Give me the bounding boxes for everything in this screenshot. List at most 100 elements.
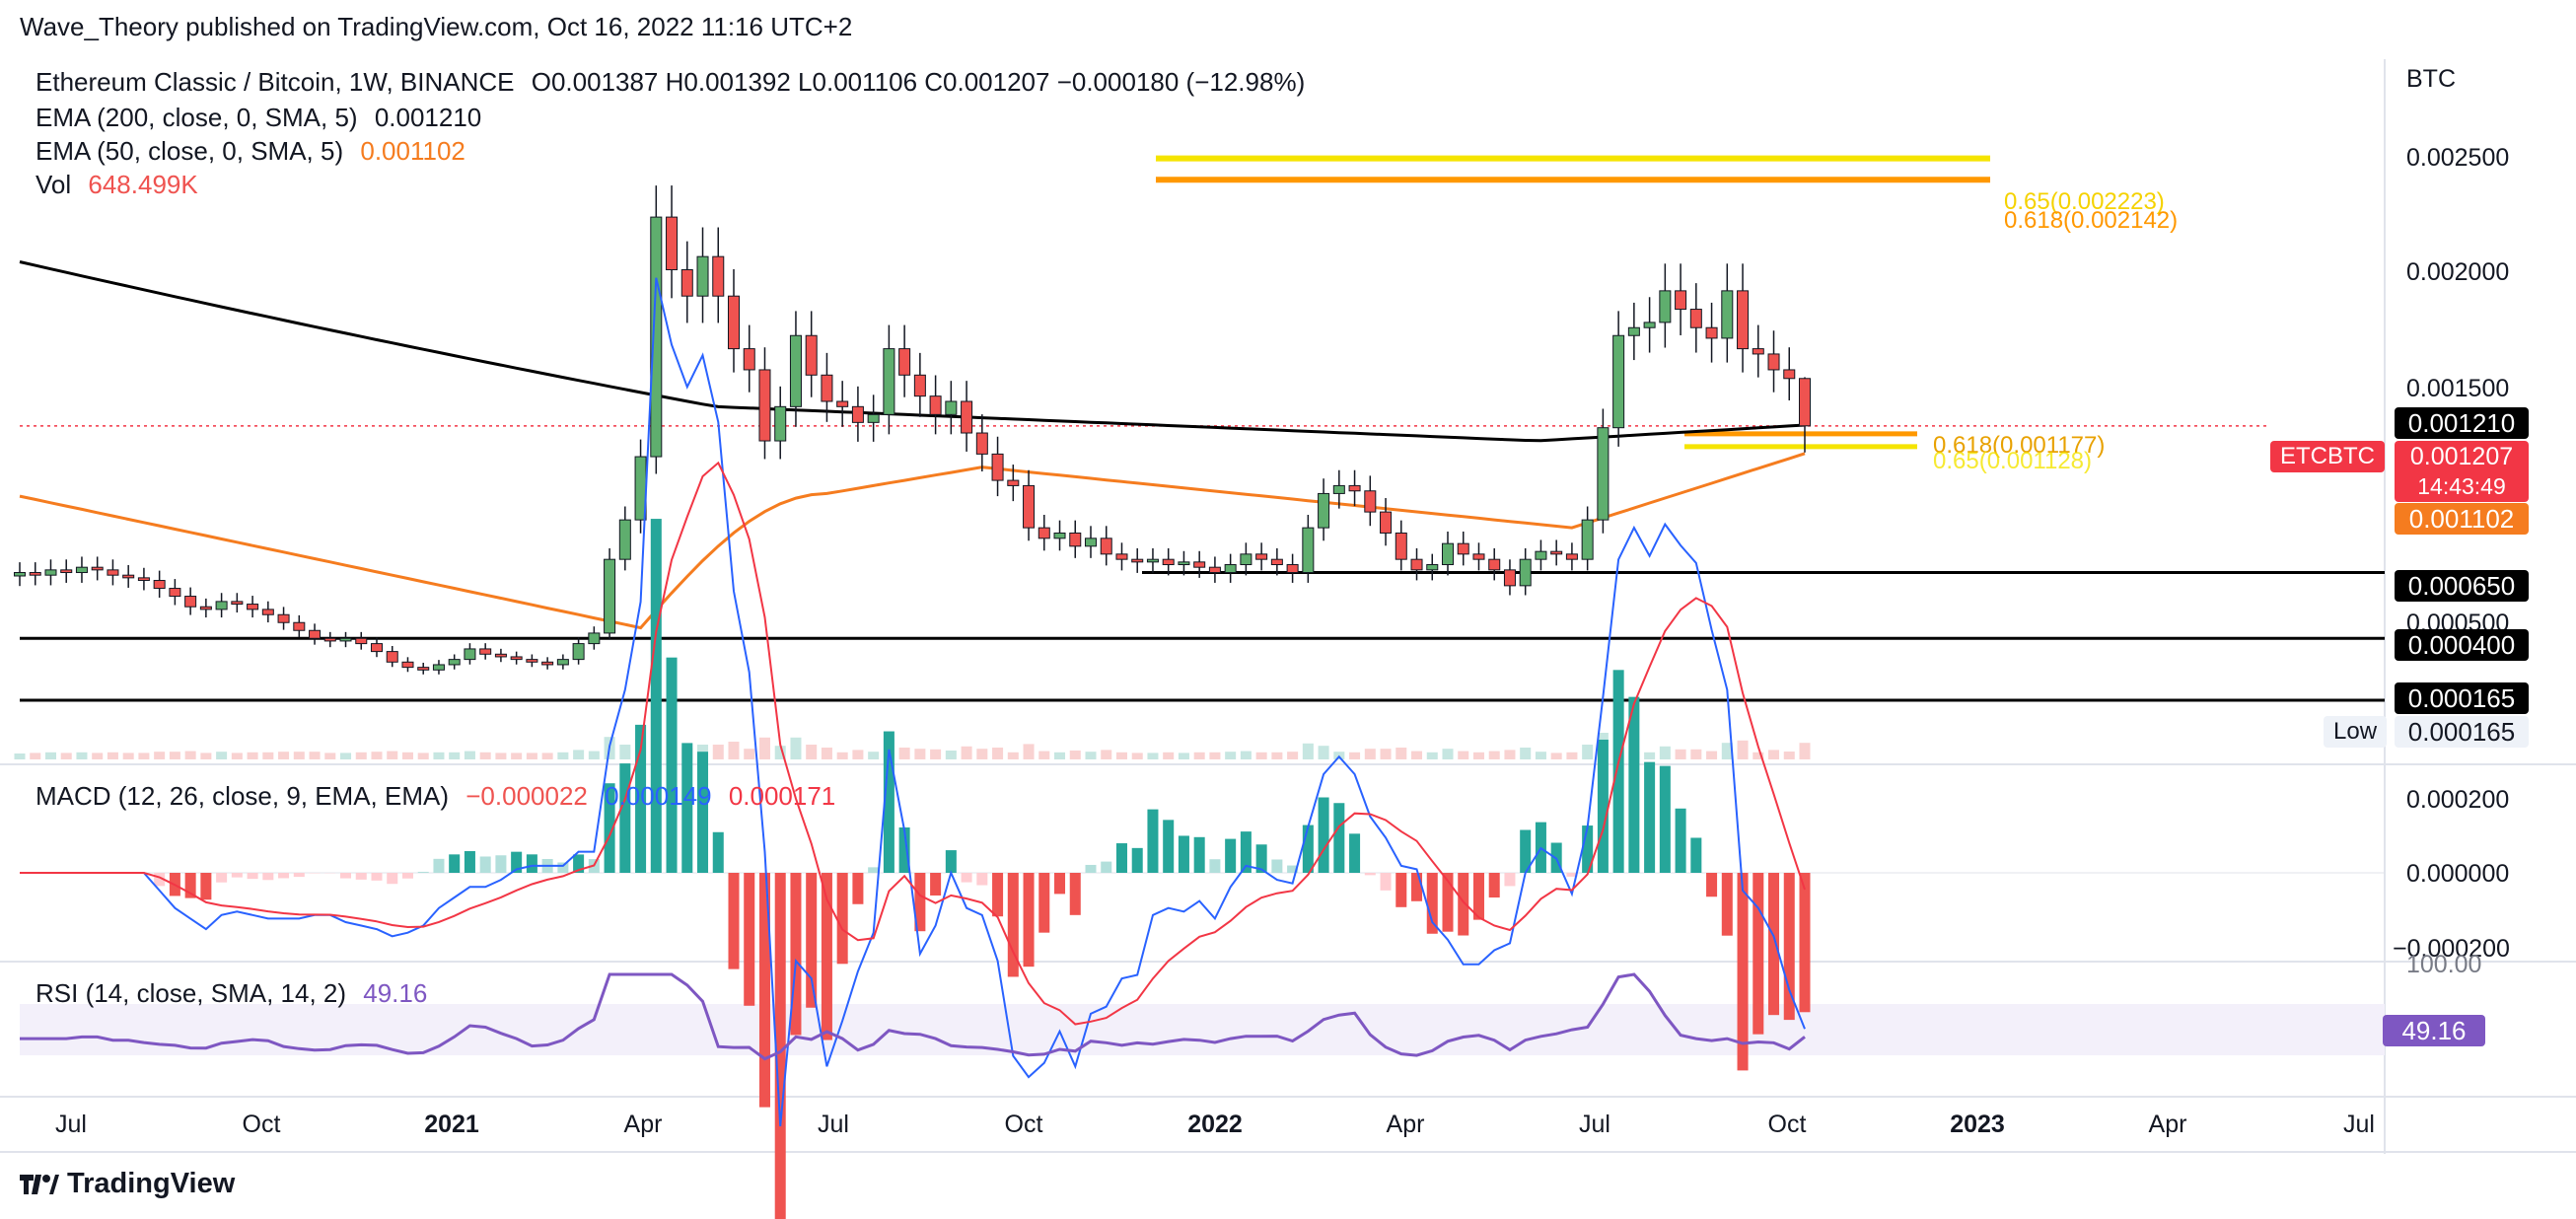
volume-bar: [1147, 753, 1159, 759]
time-tick: 2021: [424, 1111, 479, 1138]
macd-histogram-bar: [1411, 873, 1423, 901]
candle-body: [1240, 553, 1252, 566]
candle-body: [666, 216, 679, 271]
candle-body: [1597, 427, 1610, 521]
ema200-legend[interactable]: EMA (200, close, 0, SMA, 5) 0.001210: [36, 103, 481, 133]
symbol-legend[interactable]: Ethereum Classic / Bitcoin, 1W, BINANCE …: [36, 67, 1305, 98]
candle-body: [91, 566, 104, 571]
macd-histogram-bar: [1426, 873, 1438, 934]
macd-histogram-bar: [1520, 829, 1532, 873]
volume-bar: [992, 748, 1004, 759]
time-tick: Apr: [1386, 1111, 1425, 1138]
macd-legend[interactable]: MACD (12, 26, close, 9, EMA, EMA) −0.000…: [36, 781, 835, 812]
vol-legend[interactable]: Vol 648.499K: [36, 170, 198, 200]
volume-bar: [169, 752, 180, 759]
candle-body: [1565, 553, 1578, 560]
macd-histogram-bar: [1675, 808, 1686, 873]
volume-bar: [868, 752, 880, 759]
candle-body: [1535, 550, 1547, 560]
macd-histogram-bar: [433, 858, 445, 873]
candle-body: [1380, 511, 1393, 534]
symbol-name[interactable]: Ethereum Classic / Bitcoin, 1W, BINANCE: [36, 67, 515, 97]
rsi-legend[interactable]: RSI (14, close, SMA, 14, 2) 49.16: [36, 978, 427, 1009]
macd-histogram-bar: [1364, 873, 1376, 876]
volume-bar: [1101, 750, 1112, 759]
candle-body: [60, 569, 73, 574]
macd-histogram-bar: [1737, 873, 1749, 1071]
volume-bar: [1007, 752, 1019, 759]
candle-body: [464, 648, 476, 661]
ohlc-values: O0.001387 H0.001392 L0.001106 C0.001207 …: [531, 67, 1306, 97]
volume-bar: [945, 751, 957, 759]
ema200-legend-label: EMA (200, close, 0, SMA, 5): [36, 103, 358, 132]
time-tick: Jul: [2343, 1111, 2375, 1138]
candle-body: [1224, 564, 1237, 574]
volume-bar: [1178, 753, 1189, 759]
candle-body: [712, 255, 725, 297]
volume-bar: [573, 750, 585, 759]
macd-histogram-bar: [1706, 873, 1718, 897]
volume-bar: [216, 752, 228, 759]
bar-countdown: 14:43:49: [2417, 473, 2506, 499]
candle-body: [1689, 309, 1702, 328]
candle-body: [1302, 527, 1315, 574]
candle-body: [199, 606, 212, 610]
volume-bar: [76, 752, 88, 759]
candle-body: [1581, 519, 1594, 560]
candle-body: [851, 405, 864, 423]
price-tick: 0.002000: [2406, 258, 2510, 286]
volume-bar: [526, 753, 537, 759]
time-tick: 2022: [1187, 1111, 1243, 1138]
candle-body: [541, 661, 554, 666]
volume-bar: [449, 752, 461, 759]
candle-body: [448, 659, 461, 666]
time-tick: Oct: [242, 1111, 281, 1138]
fib-label-lower-0618: 0.618(0.001177): [1933, 432, 2106, 459]
volume-bar: [340, 753, 352, 759]
macd-histogram-bar: [511, 851, 523, 873]
ema50-price-tag: 0.001102: [2395, 503, 2529, 535]
time-tick: Apr: [2148, 1111, 2187, 1138]
macd-histogram-bar: [417, 871, 429, 873]
price-axis-unit: BTC: [2406, 65, 2456, 93]
candle-body: [588, 632, 601, 645]
macd-histogram-bar: [1566, 873, 1578, 877]
volume-bar: [1659, 746, 1671, 759]
ema50-legend-value: 0.001102: [360, 136, 465, 166]
candle-body: [1472, 553, 1485, 560]
candle-body: [1146, 558, 1159, 563]
candle-body: [556, 659, 569, 666]
volume-bar: [744, 749, 755, 759]
volume-bar: [324, 753, 336, 759]
candle-body: [975, 432, 988, 455]
macd-histogram-bar: [650, 519, 662, 873]
candle-body: [1410, 558, 1423, 571]
time-tick: 2023: [1950, 1111, 2005, 1138]
candle-body: [913, 374, 926, 397]
macd-histogram-bar: [1318, 797, 1329, 873]
volume-bar: [371, 752, 383, 759]
tradingview-logo[interactable]: TradingView: [20, 1168, 235, 1200]
candle-body: [1348, 484, 1361, 492]
macd-histogram-bar: [836, 873, 848, 965]
macd-histogram-bar: [1163, 820, 1175, 873]
macd-histogram-bar: [479, 856, 491, 873]
candle-body: [774, 405, 787, 442]
macd-histogram-bar: [231, 873, 243, 878]
volume-bar: [511, 753, 523, 759]
ema50-legend[interactable]: EMA (50, close, 0, SMA, 5) 0.001102: [36, 136, 465, 167]
candle-body: [355, 637, 368, 645]
candle-body: [929, 395, 942, 415]
candle-body: [883, 348, 895, 415]
macd-histogram-bar: [744, 873, 755, 1006]
volume-bar: [914, 749, 926, 759]
candle-body: [1659, 290, 1672, 323]
volume-bar: [1115, 752, 1127, 759]
last-price-tag: 0.001207 14:43:49: [2395, 441, 2529, 502]
candle-body: [1131, 558, 1144, 563]
macd-histogram-bar: [619, 763, 631, 873]
volume-bar: [1163, 752, 1175, 759]
candle-body: [1270, 558, 1283, 566]
volume-bar: [1426, 752, 1438, 759]
